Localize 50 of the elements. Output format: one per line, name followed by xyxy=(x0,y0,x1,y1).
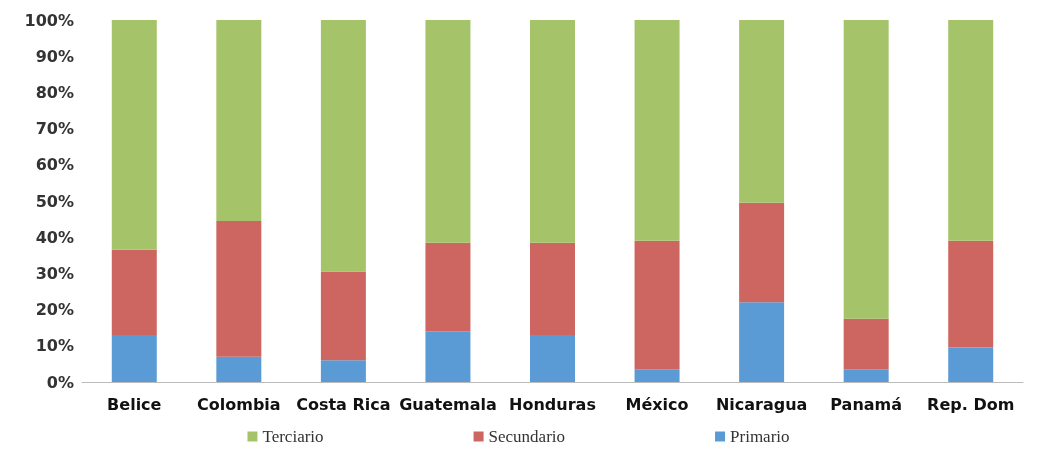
x-tick-label: Panamá xyxy=(830,394,903,414)
bar xyxy=(111,20,157,250)
legend-label: Terciario xyxy=(262,427,324,446)
bar xyxy=(216,20,262,221)
bar xyxy=(739,202,785,303)
bar xyxy=(111,334,157,382)
legend-label: Primario xyxy=(730,427,790,446)
y-tick-label: 100% xyxy=(24,10,74,30)
bar xyxy=(530,20,575,243)
bar xyxy=(425,20,471,243)
bar xyxy=(320,360,366,382)
x-tick-label: Nicaragua xyxy=(715,394,808,414)
x-tick-label: Colombia xyxy=(197,394,281,414)
y-tick-label: 90% xyxy=(35,46,74,66)
y-tick-label: 30% xyxy=(35,263,74,283)
bar xyxy=(320,20,366,272)
bar xyxy=(320,271,366,361)
bar xyxy=(425,331,471,382)
x-tick-label: Honduras xyxy=(509,394,596,414)
y-tick-label: 80% xyxy=(35,82,74,102)
x-tick-label: México xyxy=(625,394,689,414)
x-tick-label: Guatemala xyxy=(399,394,497,414)
bar xyxy=(216,220,262,357)
y-tick-label: 20% xyxy=(35,300,74,320)
legend-label: Secundario xyxy=(488,427,566,446)
bar xyxy=(634,369,680,382)
y-tick-label: 70% xyxy=(35,119,74,139)
bar xyxy=(634,240,680,370)
bar xyxy=(948,20,994,241)
y-tick-label: 50% xyxy=(35,191,74,211)
bar xyxy=(739,302,785,382)
bar xyxy=(843,20,889,319)
y-tick-label: 40% xyxy=(35,227,74,247)
bar xyxy=(530,334,575,382)
bar xyxy=(216,356,262,382)
bar xyxy=(425,242,471,332)
y-tick-label: 0% xyxy=(46,372,74,392)
bar xyxy=(843,318,889,370)
x-tick-label: Rep. Dom xyxy=(927,394,1015,414)
y-tick-label: 60% xyxy=(35,155,74,175)
bar xyxy=(948,240,994,348)
bar xyxy=(948,347,994,382)
bar xyxy=(739,20,785,203)
bar xyxy=(634,20,680,241)
bar xyxy=(530,242,575,335)
y-tick-label: 10% xyxy=(35,336,74,356)
bar xyxy=(111,249,157,335)
x-tick-label: Belice xyxy=(107,394,162,414)
x-tick-label: Costa Rica xyxy=(296,394,391,414)
bar xyxy=(843,369,889,382)
